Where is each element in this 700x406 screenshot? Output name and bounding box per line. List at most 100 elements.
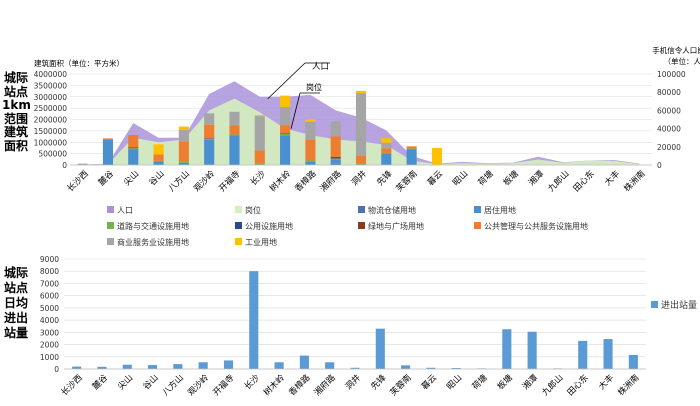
x-tick-label: 长沙 — [242, 372, 262, 392]
y-tick-label: 2500000 — [34, 104, 68, 113]
y-tick-label: 500000 — [38, 150, 67, 159]
y-tick-label: 1000000 — [34, 138, 68, 147]
bar-segment-居住用地 — [229, 135, 240, 165]
legend-swatch — [107, 206, 114, 213]
x-tick-label: 田心东 — [565, 372, 591, 398]
bar-segment-工业用地 — [178, 126, 189, 130]
annotation-label: 人口 — [312, 62, 329, 72]
bar-segment-公用设施用地 — [280, 133, 291, 134]
bar-segment-公用设施用地 — [330, 158, 341, 159]
legend-label: 道路与交通设施用地 — [117, 221, 189, 231]
y-tick-label: 9000 — [40, 255, 59, 264]
bar — [603, 339, 613, 369]
legend-swatch — [235, 238, 242, 245]
bar — [299, 355, 309, 369]
bar-segment-工业用地 — [355, 90, 367, 94]
bar-segment-居住用地 — [305, 161, 316, 165]
bar-segment-道路与交通设施用地 — [128, 148, 139, 150]
x-tick-label: 大丰 — [596, 372, 616, 392]
bar-segment-公共管理与公共服务设施用地 — [355, 155, 367, 164]
annotation-leader — [267, 62, 306, 100]
side-title-line: 1km — [2, 98, 31, 112]
bar-segment-居住用地 — [330, 159, 341, 164]
bar-segment-商业服务业设施用地 — [355, 93, 367, 156]
bottom-side-title: 城际 站点 日均 进出 站量 — [2, 266, 30, 341]
x-tick-label: 开福寺 — [217, 168, 243, 194]
bar-segment-居住用地 — [102, 139, 114, 165]
bar-segment-道路与交通设施用地 — [381, 152, 392, 154]
y-tick-label: 5000 — [40, 304, 59, 313]
bar-segment-道路与交通设施用地 — [280, 133, 291, 136]
x-tick-label: 暮云 — [425, 168, 445, 188]
bar-segment-道路与交通设施用地 — [178, 161, 189, 163]
y-tick-label: 1500000 — [34, 127, 68, 136]
x-tick-label: 长沙西 — [59, 372, 85, 398]
bar-segment-商业服务业设施用地 — [280, 106, 291, 126]
x-tick-label: 香樟路 — [287, 372, 313, 398]
bar — [628, 354, 638, 369]
bar-segment-商业服务业设施用地 — [381, 142, 392, 149]
x-tick-label: 湘潭 — [526, 168, 546, 188]
y-tick-label: 0 — [54, 365, 59, 374]
side-title-line: 城际 — [3, 71, 28, 85]
y-tick-label: 6000 — [40, 292, 59, 301]
legend-swatch — [235, 222, 242, 229]
side-title-line: 站点 — [3, 84, 28, 99]
y-tick-label: 7000 — [40, 279, 59, 288]
bar-segment-公共管理与公共服务设施用地 — [280, 125, 291, 134]
y2-axis-title: （单位：人） — [664, 56, 700, 66]
x-tick-label: 麓谷 — [90, 372, 110, 392]
legend-swatch — [474, 222, 481, 229]
legend-label: 物流仓储用地 — [368, 205, 416, 215]
annotation-leader — [290, 92, 301, 129]
y-tick-label: 4000000 — [34, 70, 68, 79]
x-tick-label: 先锋 — [369, 372, 389, 392]
x-tick-label: 九郎山 — [546, 168, 572, 194]
x-tick-label: 荷塘 — [476, 168, 496, 188]
bar — [223, 360, 234, 369]
x-tick-label: 芙蓉南 — [388, 372, 414, 398]
legend-label: 绿地与广场用地 — [368, 221, 424, 231]
bar-segment-公共管理与公共服务设施用地 — [178, 141, 189, 162]
bar-segment-道路与交通设施用地 — [229, 134, 240, 136]
x-tick-label: 大丰 — [602, 168, 622, 188]
legend-swatch — [358, 206, 365, 213]
x-tick-label: 板塘 — [501, 168, 521, 188]
legend-swatch — [358, 222, 365, 229]
bar — [122, 364, 132, 369]
x-tick-label: 麓谷 — [96, 168, 116, 188]
bar-segment-公共管理与公共服务设施用地 — [305, 139, 316, 161]
bar-segment-公共管理与公共服务设施用地 — [381, 148, 392, 153]
side-title-line: 日均 — [3, 296, 28, 310]
bar-segment-居住用地 — [406, 149, 417, 165]
bar-segment-绿地与广场用地 — [330, 156, 341, 159]
x-tick-label: 观沙岭 — [191, 168, 217, 194]
x-tick-label: 尖山 — [116, 372, 136, 392]
area-岗位 — [82, 98, 640, 165]
side-title-line: 站点 — [3, 281, 28, 295]
x-tick-label: 开福寺 — [211, 372, 237, 398]
bar-segment-居住用地 — [128, 149, 139, 165]
y2-tick-label: 80000 — [657, 88, 681, 97]
bar-segment-公共管理与公共服务设施用地 — [330, 136, 341, 157]
x-tick-label: 九郎山 — [540, 372, 566, 398]
x-tick-label: 湘府路 — [318, 168, 344, 194]
side-title-line: 面积 — [3, 138, 28, 153]
bar-segment-物流仓储用地 — [330, 163, 341, 165]
legend-label: 工业用地 — [245, 237, 277, 247]
side-title-line: 范围 — [3, 111, 28, 126]
bar-segment-工业用地 — [305, 119, 316, 122]
bar-segment-工业用地 — [153, 144, 164, 155]
x-tick-label: 香樟路 — [293, 168, 319, 194]
bar — [502, 329, 512, 369]
x-tick-label: 洞井 — [343, 372, 363, 392]
x-tick-label: 暮云 — [419, 372, 439, 392]
legend-swatch — [235, 206, 242, 213]
bar — [401, 365, 411, 369]
bar-segment-公共管理与公共服务设施用地 — [102, 138, 114, 140]
bar-segment-居住用地 — [204, 139, 215, 165]
bar — [173, 364, 183, 369]
x-tick-label: 八方山 — [160, 372, 186, 398]
bar — [198, 362, 208, 369]
